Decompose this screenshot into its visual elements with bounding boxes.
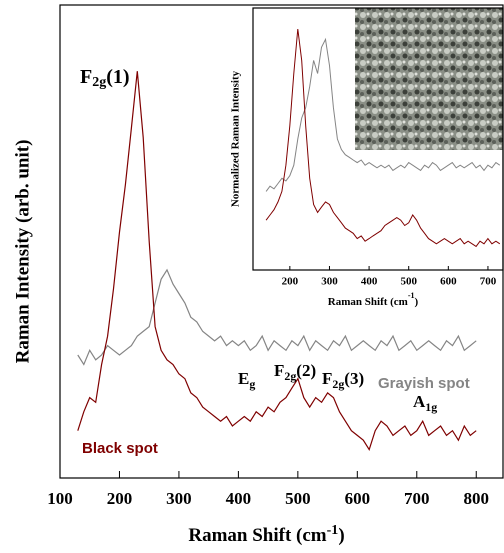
x-tick-label: 300 — [166, 489, 192, 508]
inset-image — [355, 8, 503, 150]
peak-label: Eg — [238, 369, 255, 391]
x-tick-label: 600 — [345, 489, 371, 508]
x-tick-label: 500 — [285, 489, 311, 508]
x-tick-label: 800 — [463, 489, 489, 508]
series-line — [77, 71, 477, 452]
plot-frame — [252, 7, 504, 271]
peak-sub: 2g — [284, 369, 296, 383]
peak-suffix: (3) — [344, 369, 364, 388]
x-tick-label: 700 — [404, 489, 430, 508]
legend-label: Black spot — [82, 440, 158, 457]
peak-sub: 2g — [92, 75, 106, 90]
peak-main: F — [274, 361, 284, 380]
x-tick-label: 200 — [282, 276, 299, 288]
peak-label: A1g — [413, 392, 437, 414]
x-axis-label: Raman Shift (cm-1) — [328, 291, 419, 308]
peak-label: F2g(1) — [80, 66, 130, 91]
y-axis-label: Normalized Raman Intensity — [230, 70, 242, 207]
peak-suffix: (2) — [296, 361, 316, 380]
y-axis-label: Raman Intensity (arb. unit) — [12, 140, 33, 364]
x-tick-label: 400 — [361, 276, 378, 288]
x-label-text: Raman Shift (cm — [328, 296, 408, 308]
x-label-end: ) — [415, 296, 419, 308]
peak-sub: 1g — [425, 400, 437, 414]
x-tick-label: 600 — [440, 276, 457, 288]
x-label-sup: -1 — [327, 523, 339, 538]
x-tick-label: 300 — [321, 276, 338, 288]
x-label-sup: -1 — [408, 291, 415, 300]
series-line — [265, 28, 501, 248]
peak-suffix: (1) — [106, 66, 129, 88]
x-tick-label: 400 — [226, 489, 252, 508]
x-label-end: ) — [338, 525, 344, 546]
peak-sub: g — [249, 377, 255, 391]
peak-main: F — [80, 66, 92, 88]
x-tick-label: 700 — [480, 276, 497, 288]
peak-sub: 2g — [332, 377, 344, 391]
peak-main: E — [238, 369, 249, 388]
peak-label: F2g(2) — [274, 361, 316, 383]
x-tick-label: 200 — [107, 489, 133, 508]
peak-main: F — [322, 369, 332, 388]
x-tick-label: 500 — [400, 276, 417, 288]
series-line — [77, 268, 477, 366]
x-axis-label: Raman Shift (cm-1) — [188, 523, 344, 546]
x-tick-label: 100 — [47, 489, 73, 508]
peak-main: A — [413, 392, 426, 411]
legend-label: Grayish spot — [378, 375, 470, 392]
peak-label: F2g(3) — [322, 369, 364, 391]
x-label-text: Raman Shift (cm — [188, 525, 326, 546]
